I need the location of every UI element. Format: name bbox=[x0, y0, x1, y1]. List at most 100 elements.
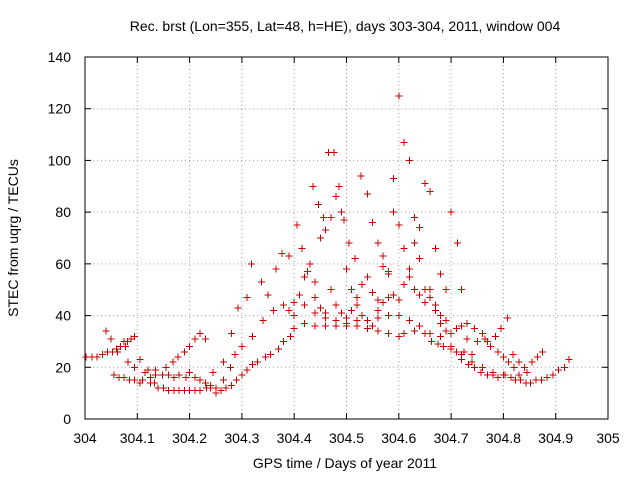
data-point bbox=[468, 358, 476, 366]
data-point bbox=[175, 371, 183, 379]
data-point bbox=[416, 255, 424, 263]
y-tick-label: 80 bbox=[55, 204, 71, 220]
data-point bbox=[447, 343, 455, 351]
data-point bbox=[196, 376, 204, 384]
data-point bbox=[421, 180, 429, 188]
data-point bbox=[220, 376, 228, 384]
data-point bbox=[322, 322, 330, 330]
data-point bbox=[337, 309, 345, 317]
data-point bbox=[316, 234, 324, 242]
y-tick-label: 140 bbox=[48, 49, 72, 65]
y-tick-label: 120 bbox=[48, 101, 72, 117]
data-point bbox=[554, 366, 562, 374]
data-point bbox=[520, 363, 528, 371]
data-point bbox=[431, 306, 439, 314]
data-point bbox=[421, 299, 429, 307]
data-point bbox=[330, 149, 338, 157]
data-point bbox=[481, 335, 489, 343]
data-point bbox=[390, 291, 398, 299]
data-point bbox=[533, 353, 541, 361]
data-point bbox=[428, 337, 436, 345]
y-tick-label: 0 bbox=[63, 411, 71, 427]
data-point bbox=[120, 374, 128, 382]
data-point bbox=[290, 312, 298, 320]
data-point bbox=[243, 366, 251, 374]
data-point bbox=[343, 265, 350, 273]
data-point bbox=[348, 306, 356, 314]
y-tick-label: 60 bbox=[55, 256, 71, 272]
data-point bbox=[458, 322, 466, 330]
x-tick-label: 304.3 bbox=[224, 430, 259, 446]
data-point bbox=[107, 335, 115, 343]
data-point bbox=[351, 255, 359, 263]
y-axis-label: STEC from uqrg / TECUs bbox=[5, 159, 21, 317]
data-point bbox=[447, 208, 455, 216]
data-point bbox=[363, 325, 371, 332]
data-point bbox=[463, 335, 471, 343]
data-point bbox=[374, 239, 382, 247]
data-point bbox=[437, 332, 445, 340]
data-point bbox=[504, 314, 512, 322]
data-point bbox=[452, 348, 460, 356]
data-point bbox=[136, 356, 144, 364]
data-point bbox=[486, 343, 494, 351]
data-point bbox=[243, 293, 251, 301]
data-point bbox=[295, 291, 303, 299]
data-point bbox=[264, 291, 272, 299]
data-points-layer bbox=[82, 92, 573, 397]
data-point bbox=[517, 376, 525, 384]
data-point bbox=[301, 273, 309, 281]
data-point bbox=[139, 376, 147, 384]
data-point bbox=[170, 374, 178, 382]
data-point bbox=[102, 327, 110, 335]
data-point bbox=[280, 301, 288, 309]
data-point bbox=[416, 224, 424, 232]
data-point bbox=[196, 387, 204, 395]
data-point bbox=[410, 213, 418, 221]
data-point bbox=[186, 368, 194, 376]
x-tick-label: 304.8 bbox=[486, 430, 521, 446]
data-point bbox=[353, 317, 361, 325]
data-point bbox=[363, 273, 371, 281]
data-point bbox=[543, 374, 551, 382]
data-point bbox=[314, 200, 322, 208]
data-point bbox=[212, 384, 220, 392]
data-point bbox=[209, 368, 217, 376]
data-point bbox=[405, 156, 413, 164]
data-point bbox=[379, 262, 387, 270]
data-point bbox=[473, 337, 481, 345]
data-point bbox=[131, 363, 139, 371]
data-point bbox=[489, 368, 497, 376]
data-point bbox=[233, 376, 241, 384]
data-point bbox=[539, 348, 547, 356]
data-point bbox=[267, 350, 275, 358]
x-axis-label: GPS time / Days of year 2011 bbox=[253, 455, 437, 471]
data-point bbox=[287, 332, 295, 340]
data-point bbox=[561, 363, 569, 371]
data-point bbox=[146, 379, 154, 387]
data-point bbox=[442, 317, 450, 325]
data-point bbox=[395, 92, 403, 100]
data-point bbox=[357, 172, 365, 180]
data-point bbox=[464, 361, 472, 369]
data-point bbox=[494, 374, 502, 382]
data-point bbox=[363, 190, 371, 198]
chart-title: Rec. brst (Lon=355, Lat=48, h=HE), days … bbox=[130, 18, 561, 34]
data-point bbox=[220, 358, 228, 366]
data-point bbox=[182, 374, 190, 382]
data-point bbox=[437, 319, 445, 327]
data-point bbox=[395, 332, 403, 340]
data-point bbox=[369, 218, 377, 226]
data-point bbox=[309, 182, 317, 190]
x-tick-label: 304 bbox=[73, 430, 97, 446]
data-point bbox=[509, 350, 517, 358]
data-point bbox=[510, 363, 518, 371]
data-point bbox=[275, 345, 283, 353]
data-point bbox=[528, 358, 536, 366]
x-tick-label: 304.7 bbox=[434, 430, 469, 446]
data-point bbox=[186, 343, 194, 351]
data-point bbox=[152, 366, 160, 374]
data-point bbox=[395, 296, 403, 304]
y-axis-ticks: 0 20 40 60 80 100 120 140 bbox=[48, 49, 608, 427]
data-point bbox=[165, 371, 173, 379]
